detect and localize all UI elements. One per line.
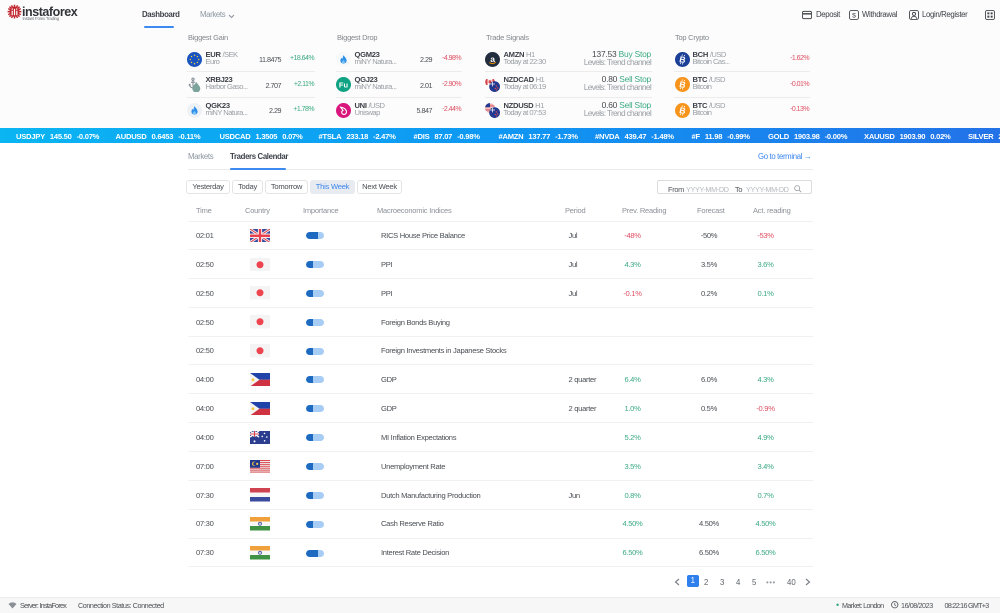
- svg-text:Fu: Fu: [338, 80, 348, 89]
- svg-text:B: B: [678, 105, 686, 116]
- svg-text:B: B: [678, 79, 686, 90]
- svg-text:B: B: [678, 54, 686, 65]
- svg-text:a: a: [490, 53, 495, 63]
- svg-text:$: $: [852, 12, 856, 19]
